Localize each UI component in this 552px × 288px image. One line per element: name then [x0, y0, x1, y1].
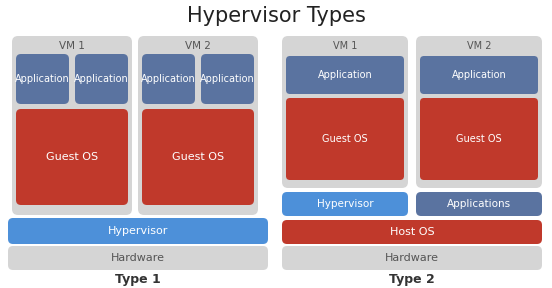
Text: Application: Application [15, 74, 70, 84]
FancyBboxPatch shape [201, 54, 254, 104]
FancyBboxPatch shape [420, 98, 538, 180]
Text: Application: Application [317, 70, 373, 80]
Text: Guest OS: Guest OS [456, 134, 502, 144]
Text: Hardware: Hardware [111, 253, 165, 263]
FancyBboxPatch shape [286, 56, 404, 94]
FancyBboxPatch shape [286, 98, 404, 180]
Text: VM 1: VM 1 [333, 41, 357, 51]
FancyBboxPatch shape [16, 109, 128, 205]
FancyBboxPatch shape [282, 246, 542, 270]
FancyBboxPatch shape [416, 36, 542, 188]
Text: VM 2: VM 2 [185, 41, 211, 51]
Text: Type 1: Type 1 [115, 274, 161, 287]
Text: Host OS: Host OS [390, 227, 434, 237]
FancyBboxPatch shape [420, 56, 538, 94]
FancyBboxPatch shape [282, 36, 408, 188]
FancyBboxPatch shape [75, 54, 128, 104]
Text: Application: Application [74, 74, 129, 84]
FancyBboxPatch shape [416, 192, 542, 216]
FancyBboxPatch shape [8, 218, 268, 244]
FancyBboxPatch shape [282, 192, 408, 216]
FancyBboxPatch shape [8, 246, 268, 270]
FancyBboxPatch shape [16, 54, 69, 104]
Text: Application: Application [141, 74, 196, 84]
FancyBboxPatch shape [142, 109, 254, 205]
FancyBboxPatch shape [138, 36, 258, 215]
FancyBboxPatch shape [142, 54, 195, 104]
Text: Application: Application [200, 74, 255, 84]
Text: Hardware: Hardware [385, 253, 439, 263]
Text: Application: Application [452, 70, 506, 80]
FancyBboxPatch shape [282, 220, 542, 244]
Text: Hypervisor: Hypervisor [317, 199, 373, 209]
Text: VM 2: VM 2 [467, 41, 491, 51]
Text: Guest OS: Guest OS [322, 134, 368, 144]
Text: Applications: Applications [447, 199, 511, 209]
Text: Guest OS: Guest OS [46, 152, 98, 162]
Text: Guest OS: Guest OS [172, 152, 224, 162]
Text: Hypervisor Types: Hypervisor Types [187, 6, 365, 26]
Text: VM 1: VM 1 [59, 41, 85, 51]
FancyBboxPatch shape [12, 36, 132, 215]
Text: Type 2: Type 2 [389, 274, 435, 287]
Text: Hypervisor: Hypervisor [108, 226, 168, 236]
